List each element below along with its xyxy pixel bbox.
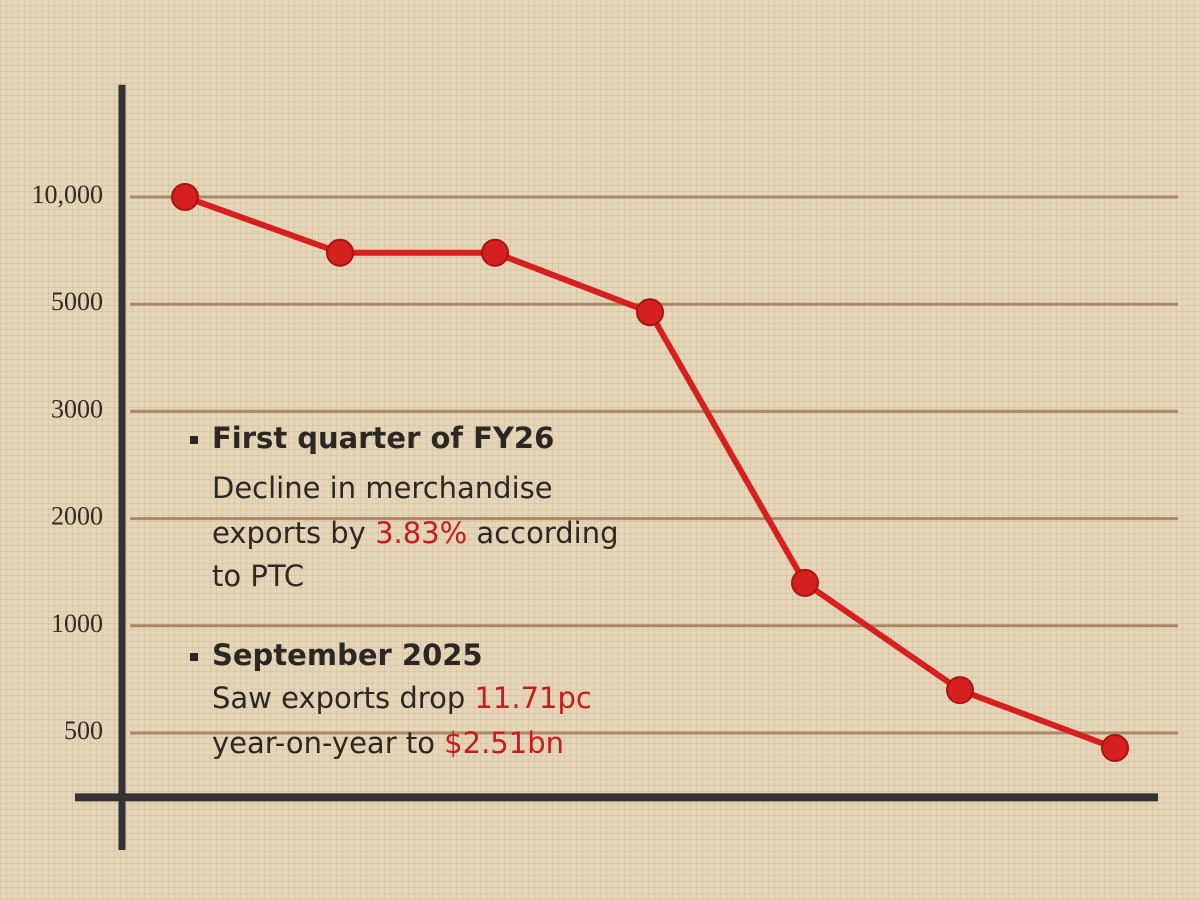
point [946, 676, 974, 705]
bullet [190, 653, 198, 661]
point [326, 238, 354, 267]
annotation-line: Saw exports drop 11.71pc [212, 681, 592, 715]
point [636, 298, 664, 327]
annotation-text: Saw exports drop [212, 681, 474, 715]
y-tick-label: 2000 [51, 502, 103, 531]
annotation-line: exports by 3.83% according [212, 516, 619, 550]
point [1101, 734, 1129, 763]
y-tick-label: 3000 [51, 394, 103, 423]
annotation-text: Decline in merchandise [212, 471, 553, 505]
annotation-text: exports by [212, 516, 375, 550]
y-tick-label: 10,000 [32, 180, 104, 209]
annotations: First quarter of FY26 Decline in merchand… [190, 421, 619, 760]
y-tick-label: 500 [64, 716, 103, 745]
y-tick-label: 5000 [51, 287, 103, 316]
annotation-line: Decline in merchandise [212, 471, 553, 505]
annotation-text: according [467, 516, 618, 550]
highlight: 3.83% [375, 516, 467, 550]
annotation-text: to PTC [212, 559, 304, 593]
y-tick-label: 1000 [51, 609, 103, 638]
annotation-heading: First quarter of FY26 [212, 421, 554, 455]
annotation-text: year-on-year to [212, 726, 444, 760]
point [791, 568, 819, 597]
annotation-line: to PTC [212, 559, 304, 593]
annotation-line: year-on-year to $2.51bn [212, 726, 564, 760]
annotation-heading: September 2025 [212, 638, 483, 672]
bullet [190, 436, 198, 444]
point [171, 183, 199, 211]
highlight: 11.71pc [474, 681, 591, 715]
highlight: $2.51bn [444, 726, 564, 760]
point [481, 238, 509, 267]
